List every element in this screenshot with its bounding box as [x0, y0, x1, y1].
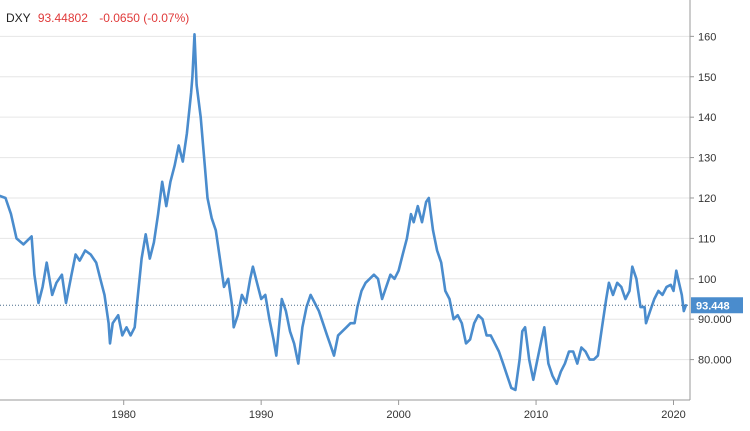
change-value: -0.0650 (-0.07%): [99, 11, 190, 25]
y-tick-label: 80.000: [698, 355, 732, 367]
series-line-dxy: [0, 33, 688, 392]
x-tick-label: 2020: [661, 409, 685, 421]
y-tick-label: 90.000: [698, 314, 732, 326]
chart-axes: [0, 0, 691, 401]
series-group: [0, 33, 688, 392]
x-tick-label: 1990: [249, 409, 273, 421]
y-tick-label: 140: [698, 112, 716, 124]
x-tick-label: 2000: [386, 409, 410, 421]
last-value-marker: 93.448: [0, 297, 743, 314]
y-tick-label: 110: [698, 233, 716, 245]
y-tick-label: 130: [698, 153, 716, 165]
grid-lines: [0, 35, 690, 361]
y-tick-label: 100: [698, 274, 716, 286]
chart-header: DXY 93.44802 -0.0650 (-0.07%): [6, 11, 189, 25]
last-value-label: 93.448: [696, 300, 730, 312]
price-value: 93.44802: [37, 11, 88, 25]
x-tick-label: 2010: [524, 409, 548, 421]
y-tick-label: 120: [698, 193, 716, 205]
x-axis-ticks: 1980 1990 2000 2010 2020: [111, 400, 686, 421]
y-tick-label: 150: [698, 72, 716, 84]
symbol-label: DXY: [6, 11, 31, 25]
y-axis-ticks: 80.000 90.000 100 110 120 130 140 150 160: [690, 31, 732, 367]
y-tick-label: 160: [698, 31, 716, 43]
last-value-badge: [691, 297, 743, 314]
x-tick-label: 1980: [111, 409, 135, 421]
